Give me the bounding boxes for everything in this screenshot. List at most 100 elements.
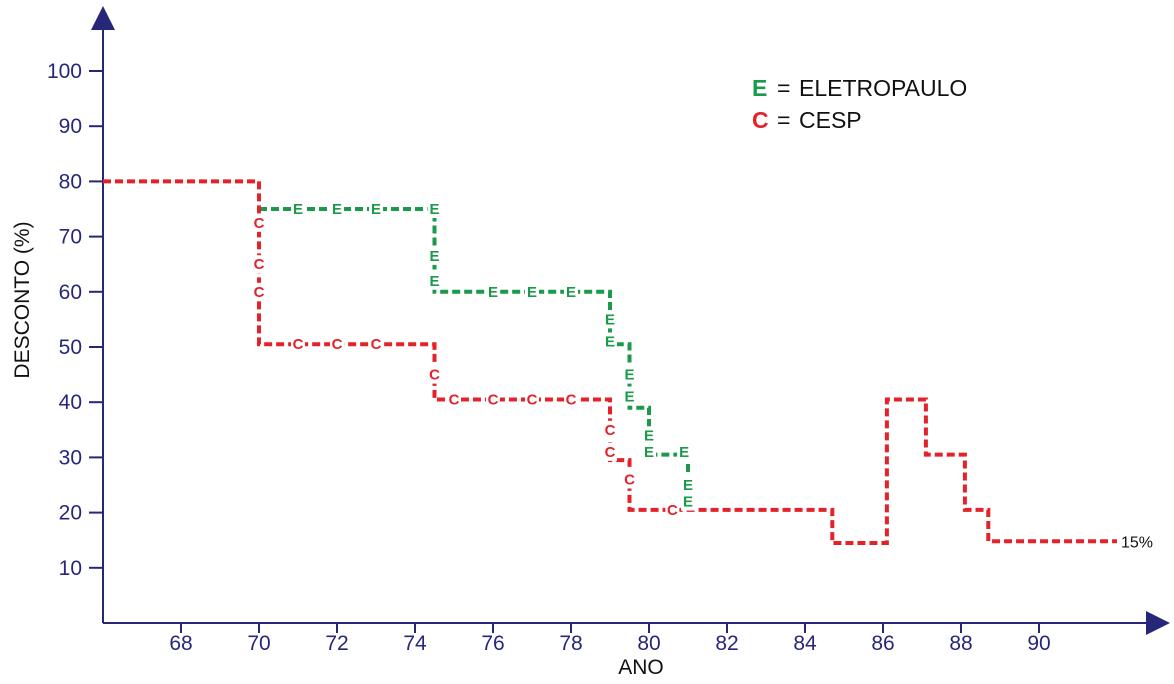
eletropaulo-marker: E [605,333,615,350]
cesp-marker: C [254,284,265,301]
x-tick-label: 90 [1027,632,1050,655]
y-tick-label: 40 [59,391,82,414]
legend-key-eletropaulo: E [752,75,767,101]
cesp-marker-bg [525,390,539,409]
x-tick-label: 72 [325,632,348,655]
eletropaulo-marker-bg [642,426,656,445]
y-tick-label: 20 [59,502,82,525]
legend-separator-cesp: = [777,107,790,133]
legend-separator-eletropaulo: = [777,75,790,101]
eletropaulo-marker: E [679,444,689,461]
y-tick-label: 50 [59,336,82,359]
x-tick-label: 74 [403,632,427,655]
cesp-marker: C [293,336,304,353]
eletropaulo-marker-bg [330,200,344,218]
x-tick-label: 88 [949,632,972,655]
eletropaulo-marker: E [429,273,439,290]
cesp-marker-bg [603,420,617,439]
cesp-marker: C [527,391,538,408]
end-value-label: 15% [1121,534,1153,551]
cesp-marker: C [667,502,678,519]
y-tick-label: 100 [47,60,82,83]
cesp-marker-bg [665,500,680,519]
cesp-marker-bg [252,213,266,232]
eletropaulo-marker: E [429,201,439,218]
eletropaulo-marker-bg [622,387,637,406]
eletropaulo-marker-bg [486,282,500,301]
series-eletropaulo-line [259,207,690,510]
legend: E = ELETROPAULO C = CESP [752,75,967,133]
x-tick-label: 84 [793,632,817,655]
x-tick-label: 80 [637,632,660,655]
cesp-marker-bg [291,335,305,354]
x-axis: 68 70 72 74 76 78 80 82 84 86 88 90 [103,611,1170,655]
legend-key-cesp: C [752,107,769,133]
cesp-marker-bg [447,390,461,409]
cesp-marker: C [254,215,265,232]
cesp-marker-bg [330,335,344,354]
eletropaulo-marker: E [644,444,654,461]
x-tick-label: 68 [169,632,192,655]
eletropaulo-marker: E [527,284,537,301]
eletropaulo-marker-bg [603,310,617,329]
cesp-marker-bg [369,335,383,354]
eletropaulo-marker: E [683,494,693,511]
eletropaulo-marker: E [566,284,576,301]
eletropaulo-marker: E [624,367,634,384]
legend-label-cesp: CESP [799,107,862,133]
cesp-marker-bg [486,390,500,409]
cesp-marker-bg [564,390,578,409]
cesp-marker: C [605,422,616,439]
x-tick-label: 78 [559,632,582,655]
cesp-marker: C [371,336,382,353]
eletropaulo-marker-bg [681,492,695,511]
eletropaulo-marker-bg [564,282,578,301]
y-tick-label: 30 [59,446,82,469]
eletropaulo-marker: E [371,201,381,218]
eletropaulo-marker-bg [291,200,305,218]
series-layer [103,179,1117,545]
cesp-marker-bg [252,255,266,274]
legend-label-eletropaulo: ELETROPAULO [799,75,967,101]
cesp-marker: C [254,256,265,273]
x-axis-title: ANO [618,656,664,679]
cesp-marker: C [605,444,616,461]
eletropaulo-marker-bg [427,271,442,290]
eletropaulo-marker: E [488,284,498,301]
cesp-marker: C [449,391,460,408]
x-tick-label: 86 [871,632,894,655]
eletropaulo-marker-bg [369,200,383,218]
y-axis-title: DESCONTO (%) [11,221,34,378]
eletropaulo-marker-bg [642,442,656,461]
y-tick-label: 10 [59,557,82,580]
cesp-marker-bg [427,365,442,384]
cesp-marker-bg [622,470,637,489]
eletropaulo-marker-bg [427,200,442,218]
eletropaulo-marker: E [332,201,342,218]
eletropaulo-marker-bg [622,365,637,384]
eletropaulo-marker: E [293,201,303,218]
cesp-marker: C [624,471,635,488]
cesp-marker: C [566,391,577,408]
x-tick-label: 82 [715,632,738,655]
cesp-marker: C [488,391,499,408]
eletropaulo-marker: E [624,389,634,406]
y-tick-label: 90 [59,115,82,138]
cesp-marker-bg [603,442,617,461]
y-axis: 10 20 30 40 50 60 70 80 90 100 [47,6,115,623]
eletropaulo-marker-bg [681,476,695,494]
cesp-marker: C [332,336,343,353]
eletropaulo-marker: E [605,311,615,328]
eletropaulo-marker-bg [677,442,692,461]
eletropaulo-marker-bg [525,282,539,301]
eletropaulo-marker-bg [603,332,617,351]
eletropaulo-marker: E [429,248,439,265]
eletropaulo-marker: E [683,477,693,494]
cesp-marker: C [429,367,440,384]
y-tick-label: 70 [59,226,82,249]
eletropaulo-marker-bg [427,246,442,265]
x-tick-label: 70 [247,632,270,655]
